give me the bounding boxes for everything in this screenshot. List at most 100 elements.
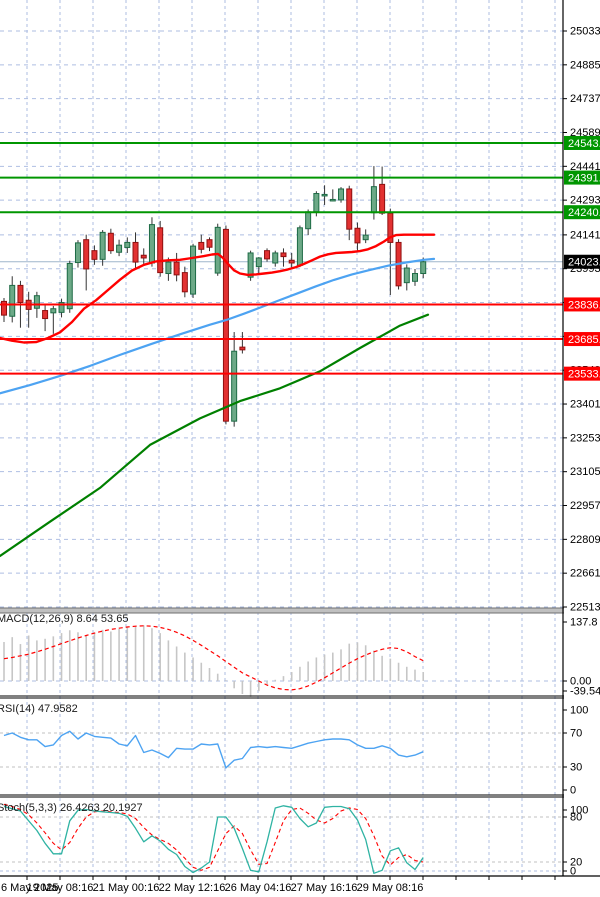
indicator-axis-label: 30	[570, 762, 582, 774]
price-tick-label: 23105.0	[570, 466, 600, 478]
time-tick-label: 26 May 04:16	[225, 882, 292, 894]
indicator-axis-label: 100	[570, 805, 588, 817]
macd-indicator-label: MACD(12,26,9) 8.64 53.65	[0, 613, 129, 625]
candle-bullish	[50, 308, 57, 314]
candle-bullish	[148, 224, 155, 264]
candle-bullish	[296, 227, 303, 266]
candle-bearish	[173, 261, 180, 276]
candle-bullish	[329, 198, 336, 202]
svg-text:24391.7: 24391.7	[568, 173, 600, 185]
grid-layer	[0, 0, 563, 876]
candle-bearish	[17, 284, 24, 304]
price-tick-label: 22957.0	[570, 500, 600, 512]
indicator-axis-label: 80	[570, 812, 582, 824]
candle-bullish	[362, 234, 369, 241]
candle-bullish	[272, 252, 279, 264]
indicator-axis-label: 137.8	[570, 617, 598, 629]
candle-bullish	[33, 295, 40, 309]
panel-splitter-main-macd[interactable]	[0, 608, 600, 613]
candle-bearish	[288, 259, 295, 264]
indicator-axis-label: 70	[570, 728, 582, 740]
price-tick-label: 22513.0	[570, 602, 600, 614]
candle-bearish	[42, 310, 49, 320]
candle-bullish	[58, 302, 65, 313]
candle-bearish	[107, 232, 114, 252]
resistance-price-badge[interactable]: 24240.3	[564, 205, 600, 220]
candle-bullish	[255, 257, 262, 268]
resistance-price-badge[interactable]: 24543.1	[564, 135, 600, 150]
candle-bullish	[321, 193, 328, 197]
indicator-axis-label: 20	[570, 857, 582, 869]
candle-bullish	[214, 226, 221, 274]
candle-bullish	[124, 241, 131, 248]
price-tick-label: 23401.0	[570, 399, 600, 411]
rsi-indicator-label: RSI(14) 47.9582	[0, 703, 78, 715]
ma-mid-blue	[0, 257, 436, 395]
price-tick-label: 22809.0	[570, 534, 600, 546]
time-tick-label: 21 May 00:16	[93, 882, 160, 894]
svg-text:23836.7: 23836.7	[568, 299, 600, 311]
candle-bearish	[132, 241, 139, 263]
stoch-indicator-label: Stoch(5,3,3) 26.4263 20.1927	[0, 802, 143, 814]
price-tick-label: 24441.0	[570, 161, 600, 173]
macd-signal-line	[3, 625, 424, 691]
price-tick-label: 22661.0	[570, 568, 600, 580]
candle-bearish	[91, 250, 98, 260]
candle-bullish	[74, 242, 81, 264]
candle-bullish	[165, 261, 172, 275]
price-tick-label: 24737.0	[570, 93, 600, 105]
svg-text:24023.5: 24023.5	[568, 257, 600, 269]
time-axis[interactable]	[0, 877, 600, 897]
candle-bullish	[370, 186, 377, 214]
candle-bearish	[346, 188, 353, 230]
candle-bearish	[206, 239, 213, 248]
candle-bearish	[280, 252, 287, 258]
candle-bearish	[222, 228, 229, 422]
candle-bullish	[313, 193, 320, 213]
candle-bullish	[412, 273, 418, 282]
candle-bearish	[140, 254, 147, 259]
macd-histogram	[3, 625, 425, 697]
ma-slow-green	[0, 313, 430, 558]
time-tick-label: 6 May 2025	[1, 882, 58, 894]
candle-bearish	[157, 227, 164, 274]
candle-bearish	[181, 272, 188, 293]
candle-bullish	[231, 350, 238, 422]
price-tick-label: 24141.0	[570, 229, 600, 241]
stoch-k-line	[3, 805, 424, 874]
candle-bullish	[403, 267, 410, 284]
candle-bullish	[305, 211, 312, 230]
support-price-badge[interactable]: 23533.9	[564, 366, 600, 381]
candle-bearish	[354, 227, 361, 244]
candle-bullish	[66, 262, 73, 310]
candle-bullish	[9, 284, 16, 317]
price-tick-label: 24293.0	[570, 195, 600, 207]
current-price-badge[interactable]: 24023.5	[564, 254, 600, 269]
candle-bullish	[99, 231, 106, 260]
candle-bearish	[83, 239, 90, 270]
indicator-axis-label: 100	[570, 705, 588, 717]
candle-bullish	[190, 245, 197, 295]
rsi-line	[3, 730, 424, 769]
support-price-badge[interactable]: 23836.7	[564, 297, 600, 312]
indicator-axis-label: -39.54	[570, 686, 600, 698]
candles-layer	[1, 166, 427, 427]
candle-bullish	[247, 252, 254, 278]
resistance-price-badge[interactable]: 24391.7	[564, 170, 600, 185]
candle-bearish	[198, 241, 205, 250]
time-tick-label: 27 May 16:16	[291, 882, 358, 894]
stoch-d-line	[3, 803, 424, 871]
candle-bearish	[264, 250, 271, 260]
indicator-axis-label: 0	[570, 866, 576, 878]
time-tick-label: 29 May 08:16	[357, 882, 424, 894]
svg-text:24543.1: 24543.1	[568, 138, 600, 150]
time-tick-label: 22 May 12:16	[159, 882, 226, 894]
candle-bearish	[1, 300, 7, 316]
candle-bearish	[239, 346, 246, 351]
candle-bullish	[116, 244, 123, 253]
support-price-badge[interactable]: 23685.3	[564, 332, 600, 347]
svg-text:23685.3: 23685.3	[568, 334, 600, 346]
